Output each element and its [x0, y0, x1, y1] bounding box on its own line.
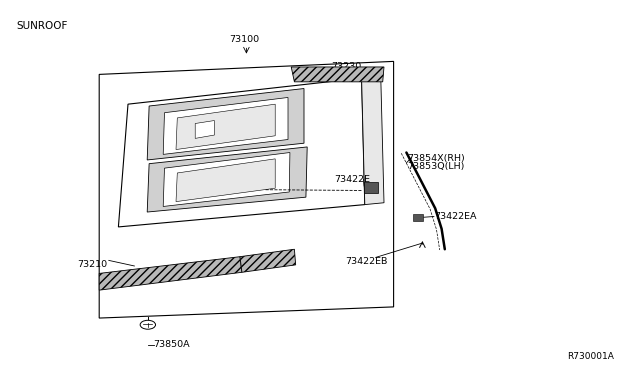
Text: 73230: 73230: [332, 62, 362, 71]
Polygon shape: [99, 257, 242, 290]
Text: 73850A: 73850A: [154, 340, 190, 349]
Polygon shape: [362, 78, 384, 205]
Polygon shape: [163, 97, 288, 154]
Text: 73853Q(LH): 73853Q(LH): [408, 162, 465, 171]
Polygon shape: [240, 249, 296, 272]
Polygon shape: [147, 89, 304, 160]
Circle shape: [140, 320, 156, 329]
Polygon shape: [163, 153, 290, 206]
Polygon shape: [176, 159, 275, 202]
Text: 73210: 73210: [77, 260, 107, 269]
Text: 73422EB: 73422EB: [346, 257, 388, 266]
Polygon shape: [195, 121, 214, 138]
Polygon shape: [413, 214, 423, 221]
Text: 73100: 73100: [229, 35, 259, 44]
Text: R730001A: R730001A: [568, 352, 614, 361]
Polygon shape: [364, 182, 378, 193]
Polygon shape: [147, 147, 307, 212]
Polygon shape: [176, 104, 275, 150]
Polygon shape: [99, 61, 394, 318]
Polygon shape: [118, 78, 365, 227]
Text: SUNROOF: SUNROOF: [16, 21, 67, 31]
Text: 73854X(RH): 73854X(RH): [408, 154, 465, 163]
Text: 73422E: 73422E: [334, 175, 370, 184]
Text: 73422EA: 73422EA: [435, 212, 477, 221]
Polygon shape: [291, 67, 384, 82]
